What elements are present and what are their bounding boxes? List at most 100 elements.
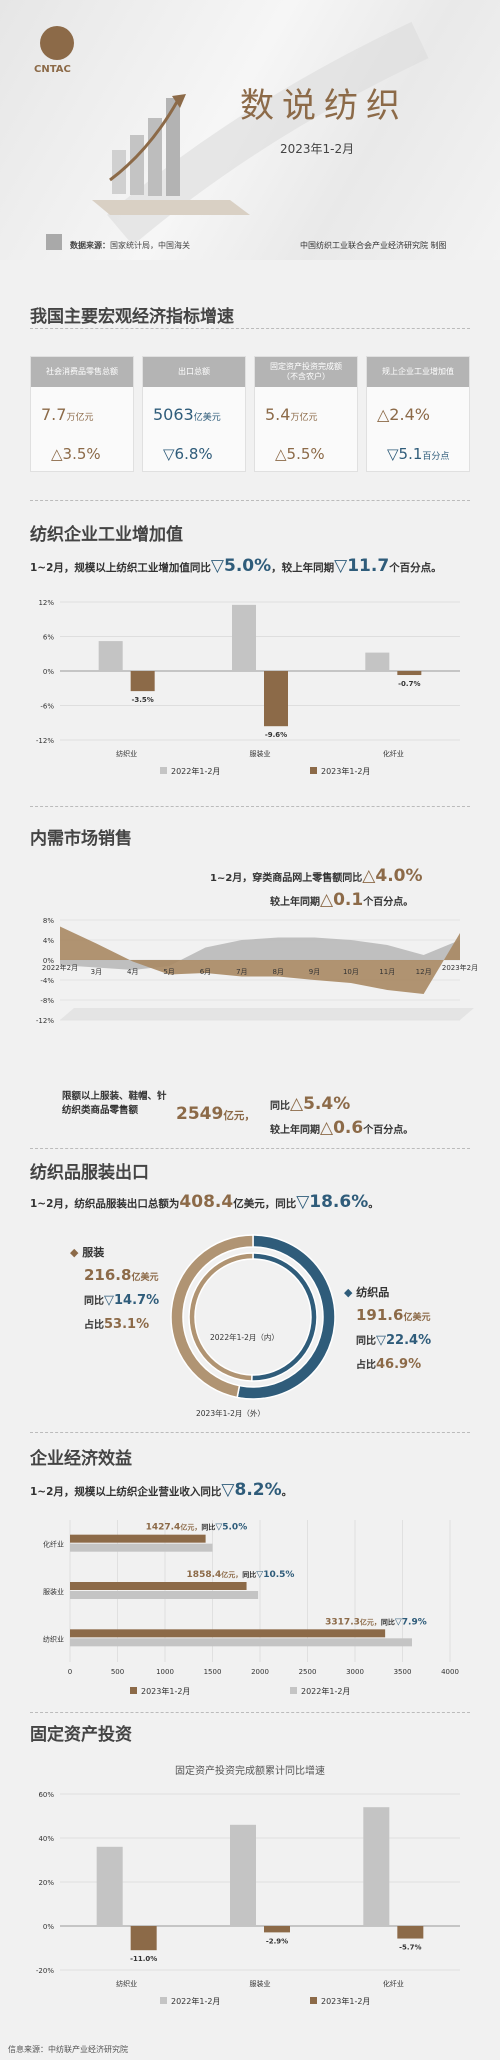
textiles-diamond-icon: ◆ — [344, 1286, 357, 1299]
source-label: 数据来源： — [70, 241, 110, 250]
x-tick-label: 纺织业 — [116, 1979, 137, 1988]
textiles-legend: ◆ 纺织品 — [344, 1284, 389, 1300]
data-source: 数据来源：国家统计局，中国海关 — [70, 240, 190, 251]
legend-swatch — [160, 767, 167, 774]
fixed-asset-investment-chart: 60% 40% 20% 0% -20% -11.0% 纺织业 -2.9% 服装业 -5.7% 化纤业… — [36, 1791, 460, 2006]
bar — [397, 671, 422, 676]
x-tick-label: 化纤业 — [383, 749, 404, 758]
logo-text: CNTAC — [34, 64, 71, 75]
apparel-legend: ◆ 服装 — [70, 1244, 104, 1260]
kpi-industrial-value: 规上企业工业增加值 △2.4% ▽5.1百分点 — [366, 356, 470, 472]
kpi-change-number: ▽5.1 — [387, 445, 423, 463]
x-tick-label: 12月 — [416, 968, 432, 976]
y-tick-label: 4% — [43, 937, 54, 945]
apparel-unit: 亿美元 — [131, 1273, 159, 1283]
y-tick-label: -12% — [36, 1017, 54, 1025]
kpi-change: ▽5.1百分点 — [387, 445, 449, 463]
note-text: 同比 — [270, 1101, 290, 1112]
x-tick-label: 3500 — [394, 1668, 412, 1676]
textiles-share: 占比46.9% — [356, 1356, 421, 1372]
y-tick-label: -4% — [40, 977, 54, 985]
legend-swatch — [310, 1997, 317, 2004]
bar — [70, 1629, 386, 1638]
legend-swatch — [310, 767, 317, 774]
apparel-yoy-value: ▽14.7% — [104, 1293, 160, 1308]
y-tick-label: -6% — [40, 703, 54, 711]
x-tick-label: 化纤业 — [383, 1979, 404, 1988]
note-text: 个百分点。 — [363, 897, 414, 908]
bar — [98, 641, 123, 671]
section3-note2-yoy: 同比△5.4% — [270, 1094, 350, 1114]
publisher: 中国纺织工业联合会产业经济研究院 制图 — [300, 241, 447, 250]
x-tick-label: 500 — [111, 1668, 124, 1676]
x-tick-label: 2022年2月 — [42, 963, 78, 972]
divider — [30, 806, 470, 807]
note-highlight: △0.6 — [320, 1118, 364, 1138]
kpi-unit: 万亿元 — [290, 413, 318, 423]
kpi-value: 5063亿美元 — [153, 405, 221, 424]
section3-note2-compare: 较上年同期△0.6个百分点。 — [270, 1118, 413, 1138]
x-tick-label: 2000 — [251, 1668, 269, 1676]
apparel-value: 216.8亿美元 — [84, 1266, 158, 1284]
kpi-change-unit: 百分点 — [422, 452, 450, 462]
floor-plane — [60, 1008, 474, 1020]
y-tick-label: 0% — [43, 668, 54, 676]
apparel-share-value: 53.1% — [104, 1317, 150, 1332]
bar — [130, 1926, 157, 1951]
y-tick-label: -8% — [40, 997, 54, 1005]
textiles-value: 191.6亿美元 — [356, 1306, 430, 1324]
section3-note2-value: 2549亿元， — [176, 1104, 255, 1124]
donut-inner-label: 2022年1-2月（内） — [210, 1333, 279, 1342]
lead-highlight: ▽18.6% — [296, 1192, 369, 1212]
bar — [70, 1543, 213, 1552]
operating-revenue-chart: 0 500 1000 1500 2000 2500 3000 3500 4000 化纤业 1427.… — [43, 1520, 459, 1696]
bar — [70, 1582, 247, 1590]
y-tick-label: 6% — [43, 634, 54, 642]
textiles-number: 191.6 — [356, 1306, 404, 1324]
kpi-unit: 万亿元 — [66, 413, 94, 423]
exports-donut-chart — [170, 1234, 336, 1400]
donut-outer-label: 2023年1-2月（外） — [196, 1409, 265, 1418]
kpi-number: 7.7 — [41, 405, 67, 424]
data-label: -11.0% — [130, 1955, 157, 1963]
y-tick-label: 0% — [43, 1923, 54, 1931]
note-text: 较上年同期 — [270, 897, 320, 908]
kpi-retail: 社会消费品零售总额 7.7万亿元 △3.5% — [30, 356, 134, 472]
kpi-label: 规上企业工业增加值 — [367, 357, 469, 387]
textiles-unit: 亿美元 — [403, 1313, 431, 1323]
data-label: 1858.4亿元，同比▽10.5% — [187, 1570, 295, 1580]
x-tick-label: 11月 — [379, 968, 395, 976]
x-tick-label: 2500 — [299, 1668, 317, 1676]
lead-highlight: 408.4 — [179, 1192, 234, 1212]
y-tick-label: 60% — [38, 1791, 54, 1799]
legend-swatch — [160, 1997, 167, 2004]
kpi-value: 5.4万亿元 — [265, 405, 317, 424]
legend-label: 2023年1-2月 — [141, 1686, 190, 1696]
bar — [96, 1846, 123, 1926]
data-label: -2.9% — [266, 1937, 288, 1945]
page-title: 数说纺织 — [240, 86, 408, 126]
x-tick-label: 4000 — [441, 1668, 459, 1676]
section2-title: 纺织企业工业增加值 — [30, 525, 183, 545]
source-text: 国家统计局，中国海关 — [110, 241, 190, 250]
data-label: -9.6% — [265, 731, 287, 739]
kpi-label: 固定资产投资完成额 （不含农户） — [255, 357, 357, 387]
x-tick-label: 3月 — [91, 968, 102, 976]
section4-title: 纺织品服装出口 — [30, 1163, 149, 1183]
x-tick-label: 2023年2月 — [442, 963, 478, 972]
lead-text: ，同比 — [264, 1198, 297, 1210]
y-tick-label: 8% — [43, 917, 54, 925]
lead-text: 亿美元 — [233, 1198, 265, 1210]
section3-note2-label: 限额以上服装、鞋帽、针纺织类商品零售额 — [62, 1091, 167, 1117]
note-text: 1~2月，穿类商品网上零售额同比 — [210, 873, 363, 884]
kpi-label: 出口总额 — [143, 357, 245, 387]
bar — [230, 1824, 256, 1926]
textiles-share-value: 46.9% — [376, 1357, 422, 1372]
note-highlight: △4.0% — [362, 866, 423, 886]
x-tick-label: 1000 — [156, 1668, 174, 1676]
x-tick-label: 服装业 — [250, 1979, 271, 1988]
legend-label: 2022年1-2月 — [301, 1686, 350, 1696]
x-tick-label: 纺织业 — [116, 749, 137, 758]
y-tick-label: 12% — [38, 599, 54, 607]
